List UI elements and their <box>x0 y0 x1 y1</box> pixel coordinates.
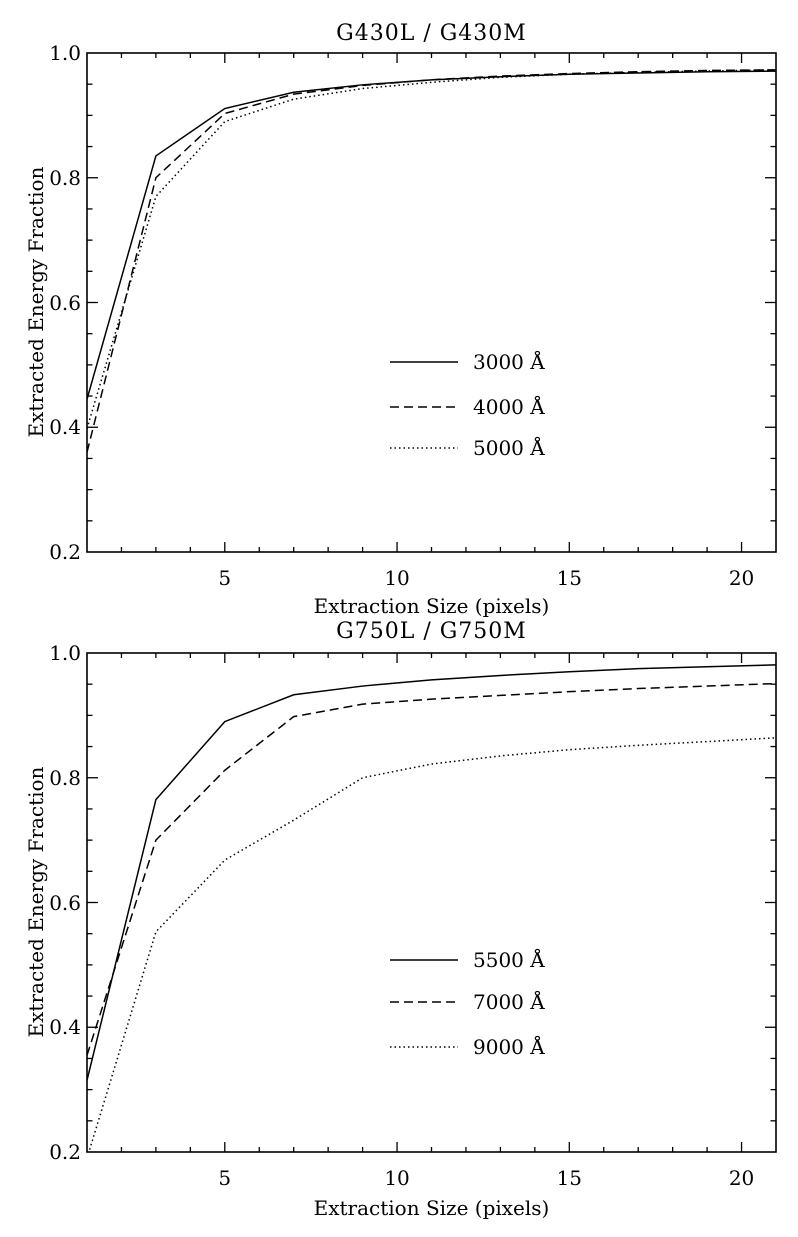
g750-plot <box>86 652 777 1153</box>
x-axis-title-g430: Extraction Size (pixels) <box>313 594 550 618</box>
y-tick-label-g430-2: 0.6 <box>49 290 81 315</box>
x-tick-label-g430-1: 10 <box>384 566 410 590</box>
y-tick-label-g750-0: 1.0 <box>49 641 81 665</box>
x-tick-label-g430-2: 15 <box>556 566 583 590</box>
series-line-g430-4000Å <box>87 69 776 453</box>
g430-plot <box>86 52 777 553</box>
y-tick-label-g430-0: 1.0 <box>49 41 81 65</box>
x-tick-label-g430-0: 5 <box>218 566 232 590</box>
series-line-g750-9000Å <box>88 737 776 1152</box>
legend-label-g430-0: 3000 Å <box>473 350 545 374</box>
legend-label-g750-1: 7000 Å <box>473 990 545 1014</box>
x-tick-label-g750-1: 10 <box>384 1166 410 1190</box>
x-tick-label-g750-2: 15 <box>556 1166 583 1190</box>
y-tick-label-g750-4: 0.2 <box>49 1140 81 1164</box>
chart-title-g430: G430L / G430M <box>336 21 527 46</box>
chart-title-g750: G750L / G750M <box>336 619 527 644</box>
series-line-g430-5000Å <box>87 69 776 429</box>
series-line-g750-5500Å <box>87 664 776 1081</box>
y-tick-label-g430-4: 0.2 <box>49 540 81 564</box>
x-tick-label-g750-0: 5 <box>218 1166 232 1190</box>
plot-frame-g430 <box>86 52 777 553</box>
y-tick-label-g430-3: 0.4 <box>49 415 81 440</box>
x-tick-label-g750-3: 20 <box>728 1166 755 1190</box>
plot-frame-g750 <box>86 652 777 1153</box>
legend-label-g430-1: 4000 Å <box>473 395 545 419</box>
legend-label-g750-0: 5500 Å <box>473 948 545 972</box>
x-tick-label-g430-3: 20 <box>728 566 755 590</box>
y-tick-label-g750-1: 0.8 <box>49 765 81 790</box>
y-tick-label-g750-2: 0.6 <box>49 890 81 915</box>
series-line-g750-7000Å <box>87 682 776 1056</box>
legend-label-g430-2: 5000 Å <box>473 436 545 460</box>
legend-label-g750-2: 9000 Å <box>473 1035 545 1059</box>
x-axis-title-g750: Extraction Size (pixels) <box>313 1196 550 1220</box>
series-line-g430-3000Å <box>87 70 776 400</box>
y-tick-label-g750-3: 0.4 <box>49 1015 81 1040</box>
y-tick-label-g430-1: 0.8 <box>49 165 81 190</box>
